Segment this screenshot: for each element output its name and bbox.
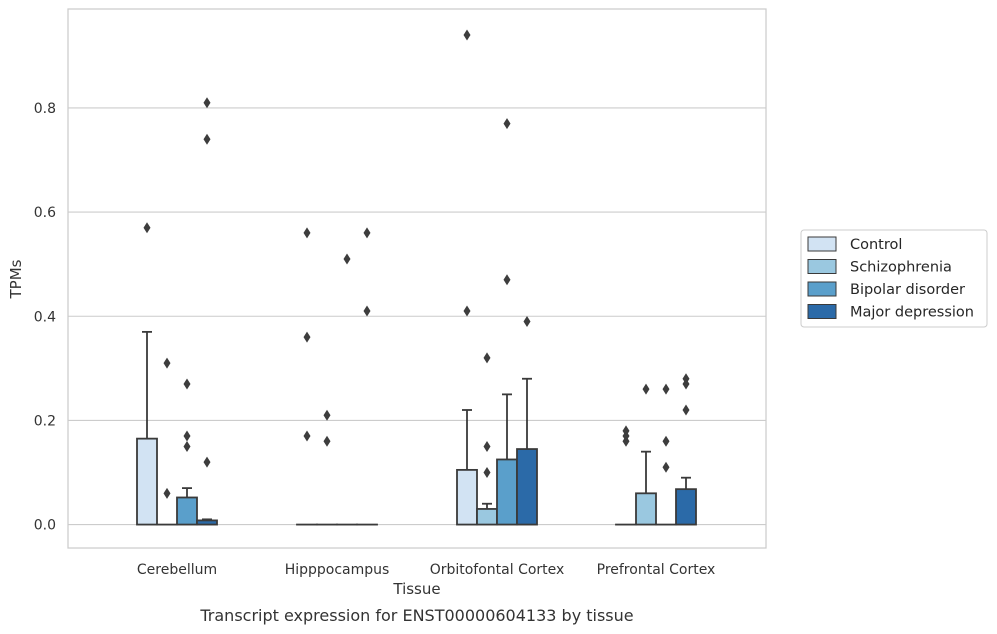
x-tick-label: Cerebellum (137, 562, 217, 578)
outlier-point (183, 430, 191, 442)
error-bars (142, 330, 691, 521)
outlier-point (662, 461, 670, 473)
chart-title: Transcript expression for ENST0000060413… (199, 606, 633, 625)
outlier-points (143, 29, 690, 499)
legend-swatch (807, 304, 837, 319)
bar (496, 458, 518, 526)
plot-frame (67, 8, 767, 549)
outlier-point (183, 378, 191, 390)
outlier-point (323, 409, 331, 421)
outlier-point (343, 253, 351, 265)
x-axis: Cerebellum Hipppocampus Orbitofontal Corte… (137, 562, 715, 578)
bar (635, 492, 657, 526)
outlier-point (143, 222, 151, 234)
bar (456, 468, 478, 526)
outlier-point (463, 305, 471, 317)
outlier-point (303, 227, 311, 239)
outlier-point (483, 466, 491, 478)
legend-swatch (807, 281, 837, 297)
legend-swatch (807, 236, 837, 252)
bar (196, 519, 218, 526)
outlier-point (682, 373, 690, 385)
outlier-point (163, 487, 171, 499)
y-axis: 0.0 0.2 0.4 0.6 0.8 (34, 101, 56, 534)
legend: Control Schizophrenia Bipolar disorder Majo… (800, 229, 988, 328)
legend-label: Schizophrenia (850, 260, 952, 276)
x-axis-label: Tissue (392, 580, 440, 598)
outlier-point (203, 133, 211, 145)
x-tick-label: Hipppocampus (285, 562, 390, 578)
y-axis-label: TPMs (7, 259, 25, 299)
outlier-point (682, 404, 690, 416)
outlier-point (203, 456, 211, 468)
y-tick-label: 0.6 (34, 205, 56, 221)
outlier-point (483, 352, 491, 364)
outlier-point (483, 440, 491, 452)
bar (516, 448, 538, 526)
outlier-point (163, 357, 171, 369)
bar (176, 496, 198, 526)
outlier-point (303, 430, 311, 442)
y-tick-label: 0.0 (34, 518, 56, 534)
outlier-point (203, 97, 211, 109)
legend-swatch (807, 259, 837, 274)
outlier-point (503, 274, 511, 286)
bar (136, 437, 158, 526)
outlier-point (183, 440, 191, 452)
outlier-point (662, 383, 670, 395)
x-tick-label: Orbitofontal Cortex (430, 562, 565, 578)
legend-label: Major depression (850, 305, 974, 321)
y-tick-label: 0.4 (34, 309, 56, 325)
outlier-point (363, 305, 371, 317)
outlier-point (303, 331, 311, 343)
outlier-point (523, 315, 531, 327)
legend-label: Control (850, 237, 902, 253)
y-tick-label: 0.8 (34, 101, 56, 117)
outlier-point (503, 118, 511, 130)
outlier-point (363, 227, 371, 239)
outlier-point (622, 425, 630, 437)
outlier-point (463, 29, 471, 41)
bar (476, 508, 498, 526)
outlier-point (662, 435, 670, 447)
legend-frame (800, 229, 988, 328)
y-tick-label: 0.2 (34, 413, 56, 429)
legend-label: Bipolar disorder (850, 282, 965, 298)
bars (136, 437, 697, 526)
x-tick-label: Prefrontal Cortex (597, 562, 716, 578)
outlier-point (323, 435, 331, 447)
bar (675, 488, 697, 526)
outlier-point (642, 383, 650, 395)
